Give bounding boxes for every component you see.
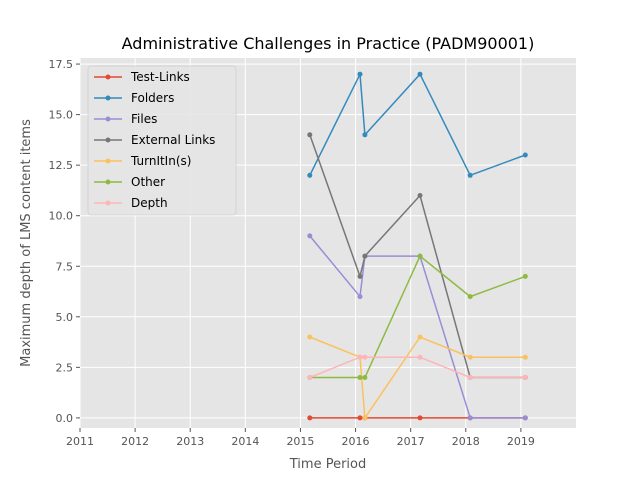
legend-marker [105, 74, 111, 80]
x-axis: 2011 2012 2013 2014 2015 2016 2017 2018 2019 [66, 428, 535, 448]
data-point [362, 132, 368, 138]
series-depth [307, 354, 528, 380]
data-point [522, 354, 528, 360]
data-point [417, 193, 423, 198]
y-tick-label: 7.5 [56, 260, 74, 273]
legend-marker [105, 179, 111, 185]
x-tick-label: 2016 [342, 435, 370, 448]
data-point [307, 415, 313, 421]
legend-item: Folders [94, 91, 174, 105]
legend-marker [105, 116, 111, 122]
data-point [522, 152, 528, 158]
legend-label: Other [131, 175, 165, 189]
x-tick-label: 2012 [121, 435, 149, 448]
data-point [307, 334, 313, 340]
y-axis: 0.0 2.5 5.0 7.5 10.0 12.5 15.0 17.5 [49, 58, 80, 425]
series-line-files [309, 235, 526, 419]
x-tick-label: 2014 [231, 435, 259, 448]
legend-label: External Links [131, 133, 215, 147]
data-point [417, 415, 423, 421]
data-point [467, 415, 473, 421]
data-point [357, 415, 363, 421]
data-point [307, 172, 313, 178]
y-tick-label: 5.0 [56, 311, 74, 324]
data-point [467, 294, 473, 300]
x-tick-label: 2019 [507, 435, 535, 448]
y-tick-label: 2.5 [56, 361, 74, 374]
series-lines [307, 71, 528, 421]
data-point [467, 375, 473, 380]
x-tick-label: 2017 [397, 435, 425, 448]
data-point [307, 132, 313, 138]
data-point [357, 375, 363, 380]
legend: Test-Links Folders Files External Links Turn… [87, 65, 237, 216]
x-axis-label: Time Period [289, 457, 366, 472]
legend-box [87, 65, 237, 216]
y-tick-label: 12.5 [49, 159, 74, 172]
data-point [362, 354, 368, 360]
series-line-turnitin-s [309, 336, 526, 421]
data-point [362, 415, 368, 421]
x-tick-label: 2011 [66, 435, 94, 448]
legend-item: TurnItIn(s) [94, 154, 191, 168]
data-point [467, 354, 473, 360]
x-tick-label: 2018 [452, 435, 480, 448]
legend-item: Files [94, 112, 157, 126]
data-point [417, 253, 423, 259]
x-tick-label: 2015 [286, 435, 314, 448]
data-point [522, 375, 528, 380]
data-point [357, 354, 363, 360]
legend-label: Depth [131, 196, 168, 210]
legend-marker [105, 200, 111, 206]
legend-item: External Links [94, 133, 215, 147]
data-point [307, 233, 313, 239]
legend-label: Folders [131, 91, 174, 105]
data-point [522, 415, 528, 421]
legend-label: TurnItIn(s) [130, 154, 191, 168]
legend-item: Depth [94, 196, 168, 210]
x-tick-label: 2013 [176, 435, 204, 448]
data-point [467, 172, 473, 178]
data-point [357, 273, 363, 279]
y-tick-label: 10.0 [49, 210, 74, 223]
data-point [357, 294, 363, 300]
legend-marker [105, 95, 111, 101]
series-line-other [309, 254, 526, 379]
series-line-depth [309, 356, 526, 379]
series-folders [307, 71, 528, 178]
chart-title: Administrative Challenges in Practice (P… [122, 34, 535, 53]
legend-item: Test-Links [94, 70, 190, 84]
y-tick-label: 15.0 [49, 109, 74, 122]
data-point [417, 71, 423, 77]
y-tick-label: 0.0 [56, 412, 74, 425]
data-point [417, 334, 423, 340]
legend-item: Other [94, 175, 165, 189]
data-point [522, 273, 528, 279]
data-point [417, 354, 423, 360]
data-point [307, 375, 313, 380]
legend-label: Test-Links [130, 70, 190, 84]
data-point [362, 253, 368, 259]
series-line-folders [309, 71, 526, 177]
y-axis-label: Maximum depth of LMS content items [19, 119, 34, 367]
y-tick-label: 17.5 [49, 58, 74, 71]
legend-marker [105, 137, 111, 143]
data-point [357, 71, 363, 77]
data-point [362, 375, 368, 380]
legend-label: Files [131, 112, 157, 126]
legend-marker [105, 158, 111, 164]
